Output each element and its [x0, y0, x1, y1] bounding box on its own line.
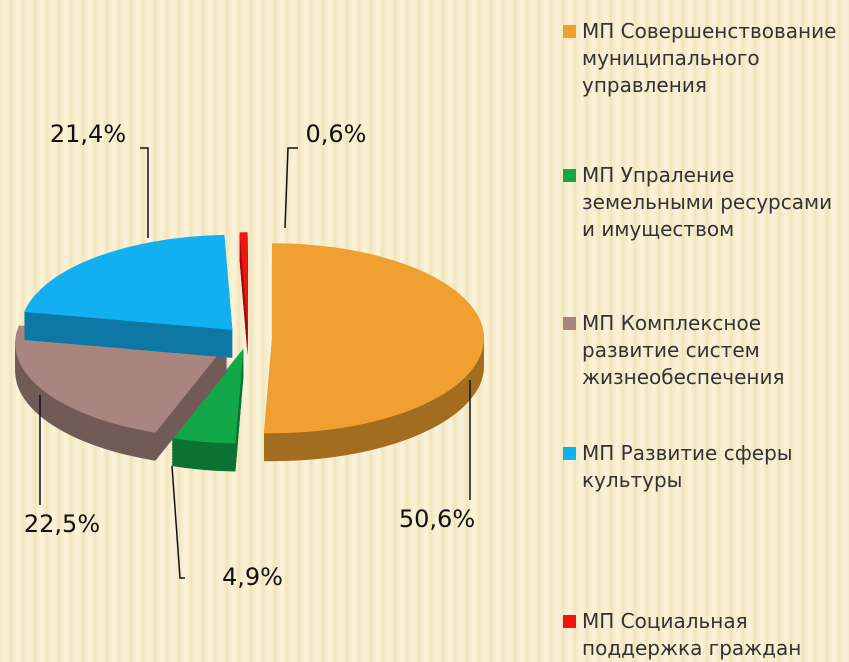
- legend-label: МП Развитие сферы культуры: [582, 441, 793, 492]
- slice-top: [24, 234, 233, 330]
- leader-line: [284, 147, 298, 229]
- slice-top: [264, 243, 484, 434]
- data-label: 4,9%: [222, 563, 283, 591]
- leader-line: [140, 147, 149, 238]
- data-label: 21,4%: [50, 120, 126, 148]
- data-label: 50,6%: [399, 505, 475, 533]
- legend-swatch: [563, 169, 576, 182]
- legend-swatch: [563, 447, 576, 460]
- slice-top: [239, 232, 248, 328]
- pie-slice: [171, 348, 244, 472]
- pie-slice: [264, 243, 484, 462]
- leader-line: [171, 465, 185, 579]
- legend-swatch: [563, 317, 576, 330]
- pie-slice: [239, 232, 248, 356]
- pie-slice: [24, 234, 233, 358]
- legend-label: МП Совершенствование муниципального упра…: [582, 19, 837, 97]
- data-label: 0,6%: [306, 120, 367, 148]
- pie-slice: [15, 325, 228, 461]
- legend-label: МП Социальная поддержка граждан: [582, 609, 802, 660]
- legend-label: МП Упраление земельными ресурсами и имущ…: [582, 163, 833, 241]
- legend-label: МП Комплексное развитие систем жизнеобес…: [582, 311, 785, 389]
- legend-swatch: [563, 25, 576, 38]
- legend-swatch: [563, 615, 576, 628]
- data-label: 22,5%: [24, 510, 100, 538]
